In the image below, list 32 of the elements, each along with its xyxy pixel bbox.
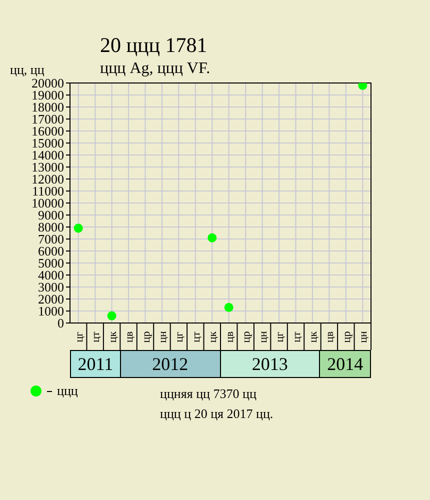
x-tick-label: цк — [307, 330, 320, 343]
x-tick-label: цг — [174, 331, 186, 342]
x-tick-label: цк — [207, 330, 220, 343]
point — [107, 311, 116, 320]
x-tick-label: цв — [124, 331, 136, 343]
x-tick-label: цр — [340, 330, 353, 343]
text: 2011 — [71, 351, 121, 377]
x-tick-label: цв — [224, 331, 236, 343]
x-tick-label: цр — [140, 330, 152, 343]
x-tick-label: цн — [257, 331, 270, 343]
text: 2014 — [320, 351, 370, 377]
point — [224, 302, 234, 312]
chart-title: 20 ццц 1781 — [100, 33, 208, 58]
x-tick-label: цт — [290, 331, 303, 342]
x-tick-label: цт — [190, 331, 202, 342]
point — [208, 233, 217, 242]
x-tick-label: цк — [106, 330, 119, 343]
point — [74, 224, 83, 233]
y-axis-title: цц, цц — [10, 62, 44, 78]
x-tick-label: цн — [156, 331, 169, 343]
text: ццц — [57, 383, 78, 399]
text: 2013 — [220, 351, 320, 377]
x-tick-label: цг — [274, 331, 286, 342]
x-tick-label: цт — [90, 331, 102, 342]
text: 2012 — [120, 351, 220, 377]
x-tick-label: цг — [73, 331, 86, 342]
text: ццц ц 20 ця 2017 цц. — [160, 405, 274, 423]
text: ццняя цц 7370 цц — [160, 385, 258, 403]
chart-subtitle: ццц Ag, ццц VF. — [100, 60, 210, 78]
x-tick-label: цр — [240, 330, 253, 343]
x-tick-label: цв — [324, 331, 336, 343]
x-tick-label: цн — [358, 331, 370, 343]
